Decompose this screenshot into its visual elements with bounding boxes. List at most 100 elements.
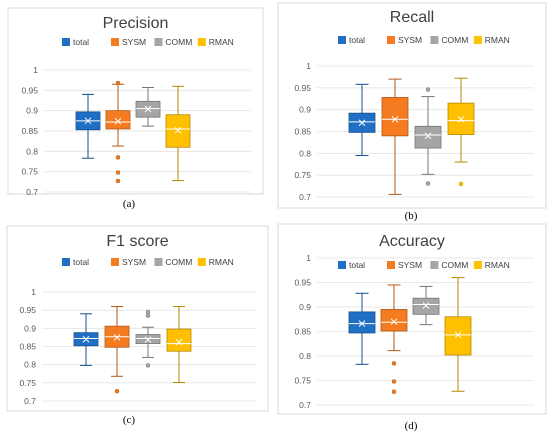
outlier-point [115,155,121,160]
legend-label-total: total [73,257,89,267]
caption-c: (c) [122,414,136,426]
outlier-point [145,363,151,368]
mean-marker [174,126,182,134]
box-total [348,292,376,365]
outlier-point [115,80,121,86]
y-tick-label: 1 [33,65,38,75]
chart-panel-precision: Precision total SYSM COMM RMAN 1 0.95 0.9 0.85 0.… [0,0,275,216]
box-iqr [165,114,191,148]
box-rman [447,77,475,187]
y-tick-label: 0.8 [24,360,36,370]
box-rman [444,277,472,392]
mean-marker [391,115,399,123]
box-iqr [105,110,131,130]
chart-svg-f1-score: F1 score total SYSM COMM RMAN 1 0.95 0.9 0.85 0.8… [6,225,269,412]
box-iqr [380,309,408,332]
box-comm [135,309,161,368]
y-tick-label: 0.75 [19,378,36,388]
mean-marker [113,334,121,341]
box-sysm [381,78,409,195]
legend-label-sysm: SYSM [398,260,422,270]
legend-swatch-rman [197,258,206,266]
box-iqr [444,316,472,356]
outlier-point [391,389,397,395]
legend-swatch-comm [154,38,163,46]
legend-swatch-total [338,261,346,269]
legend-swatch-total [62,258,70,266]
chart-title: Accuracy [379,233,445,250]
mean-marker [358,119,366,127]
mean-marker [144,336,152,343]
legend-swatch-rman [197,38,206,46]
y-tick-label: 0.9 [24,323,36,333]
chart-panel-recall: Recall total SYSM COMM RMAN 1 0.95 0.9 0.85 0.8 0.… [275,0,550,222]
box-rman [166,306,192,383]
box-total [73,313,99,366]
box-iqr [412,297,440,315]
mean-marker [424,132,432,140]
box-iqr [381,97,409,137]
outlier-point [425,87,431,92]
legend-label-rman: RMAN [485,260,510,270]
outlier-point [391,379,397,384]
legend-label-comm: COMM [165,37,192,47]
legend-label-rman: RMAN [209,257,234,267]
outlier-point [425,181,431,186]
chart-frame [7,7,264,195]
caption-a: (a) [122,198,136,210]
mean-marker [457,115,465,123]
y-tick-label: 1 [306,61,311,71]
mean-marker [390,318,398,326]
box-total [75,93,101,159]
mean-marker [84,117,92,125]
y-tick-label: 0.7 [299,192,311,202]
mean-marker [454,331,462,339]
legend-label-comm: COMM [441,35,468,45]
y-tick-label: 1 [306,253,311,263]
legend-label-rman: RMAN [485,35,510,45]
caption-b: (b) [404,210,418,222]
box-comm [135,86,161,127]
chart-frame [277,2,547,209]
chart-title: Precision [103,15,169,32]
y-tick-label: 0.95 [19,305,36,315]
legend-swatch-comm [430,36,439,44]
chart-title: Recall [390,9,434,26]
outlier-point [114,388,120,394]
outlier-point [115,178,121,184]
chart-frame [6,225,269,412]
y-tick-label: 0.7 [24,396,36,406]
y-tick-label: 0.85 [294,327,311,337]
y-tick-label: 0.8 [299,351,311,361]
y-tick-label: 0.85 [19,342,36,352]
legend-label-sysm: SYSM [122,257,146,267]
y-tick-label: 0.7 [299,400,311,410]
y-tick-label: 0.95 [294,83,311,93]
legend-label-comm: COMM [165,257,192,267]
y-tick-label: 0.8 [299,148,311,158]
legend-label-sysm: SYSM [398,35,422,45]
y-tick-label: 0.95 [294,278,311,288]
legend-swatch-rman [473,261,482,269]
mean-marker [82,335,90,343]
box-comm [412,285,440,326]
box-rman [165,85,191,182]
legend-label-total: total [73,37,89,47]
outlier-point [115,170,121,175]
chart-panel-f1-score: F1 score total SYSM COMM RMAN 1 0.95 0.9 0.85 0.8… [0,216,275,433]
box-iqr [414,125,442,149]
y-tick-label: 0.85 [21,126,38,136]
legend-label-comm: COMM [441,260,468,270]
chart-svg-recall: Recall total SYSM COMM RMAN 1 0.95 0.9 0.85 0.8 0.… [277,2,547,209]
box-sysm [380,284,408,395]
legend-swatch-rman [473,36,482,44]
y-tick-label: 0.95 [21,85,38,95]
box-sysm [105,80,131,184]
y-tick-label: 0.9 [299,302,311,312]
outlier-point [145,313,151,318]
chart-panel-accuracy: Accuracy total SYSM COMM RMAN 1 0.95 0.9 0.85 0.8… [275,216,550,433]
mean-marker [144,105,152,113]
legend-swatch-total [338,36,346,44]
mean-marker [422,302,430,309]
legend-swatch-comm [154,258,163,266]
